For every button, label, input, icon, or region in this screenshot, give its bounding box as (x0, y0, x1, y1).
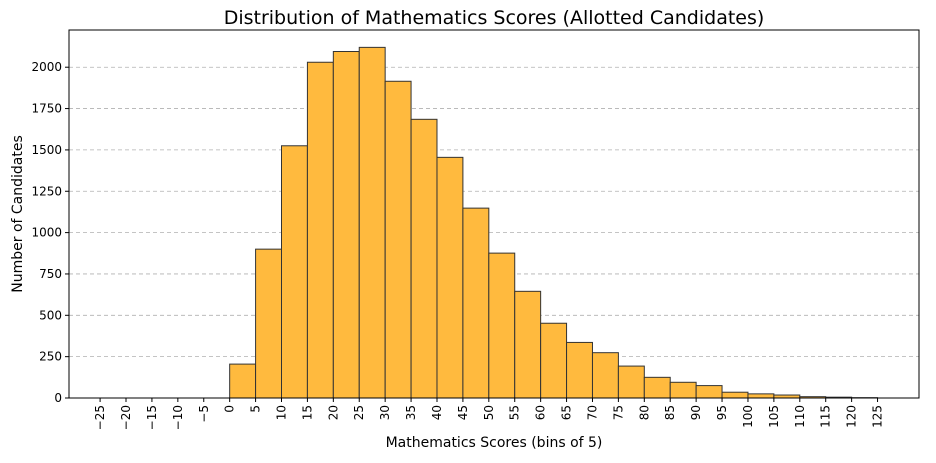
x-tick-label: −15 (145, 405, 159, 430)
bar (747, 393, 775, 399)
bar (695, 385, 723, 399)
x-tick-label: 85 (663, 405, 677, 420)
bar (358, 46, 386, 399)
x-tick-label: 90 (689, 405, 703, 420)
x-tick-label: 35 (404, 405, 418, 420)
bar (332, 51, 360, 399)
x-tick-label: 5 (249, 405, 263, 413)
x-tick-label: −10 (171, 405, 185, 430)
x-tick-label: 30 (378, 405, 392, 420)
plot-frame (68, 29, 920, 399)
y-tick-label: 0 (54, 391, 62, 405)
bar (255, 248, 283, 399)
x-tick-label: 25 (352, 405, 366, 420)
x-tick-label: 15 (300, 405, 314, 420)
grid-lines (69, 66, 919, 358)
bar (617, 365, 645, 399)
y-axis: 0 250 500 750 1000 1250 1500 1750 2000 (31, 60, 69, 405)
x-tick-label: 70 (585, 405, 599, 420)
x-tick-label: 75 (611, 405, 625, 420)
x-tick-label: 20 (326, 405, 340, 420)
x-tick-label: −20 (119, 405, 133, 430)
bars (229, 46, 879, 399)
y-tick-label: 1000 (31, 226, 62, 240)
bar (540, 322, 568, 399)
y-tick-label: 1250 (31, 184, 62, 198)
bar (488, 252, 516, 399)
x-tick-label: −5 (197, 405, 211, 423)
y-axis-label: Number of Candidates (10, 135, 26, 293)
x-axis: −25 −20 −15 −10 −5 0 5 10 15 20 25 30 35 40 45 50 55 60 65… (93, 398, 885, 430)
x-tick-label: 65 (560, 405, 574, 420)
bar (514, 290, 542, 399)
bar (410, 118, 438, 399)
x-tick-label: 40 (430, 405, 444, 420)
x-tick-label: 55 (508, 405, 522, 420)
x-tick-label: 0 (223, 405, 237, 413)
y-tick-label: 250 (39, 350, 62, 364)
x-tick-label: 60 (534, 405, 548, 420)
x-tick-label: −25 (93, 405, 107, 430)
bar (566, 341, 593, 399)
bar (306, 61, 334, 399)
y-tick-label: 2000 (31, 60, 62, 74)
bar (384, 80, 412, 399)
y-tick-label: 500 (39, 308, 62, 322)
bar (436, 156, 464, 399)
x-tick-label: 100 (741, 405, 755, 428)
x-tick-label: 80 (637, 405, 651, 420)
x-tick-label: 50 (482, 405, 496, 420)
x-tick-label: 10 (275, 405, 289, 420)
bar (229, 363, 257, 399)
x-axis-label: Mathematics Scores (bins of 5) (386, 435, 603, 451)
bar (462, 207, 490, 399)
bar (721, 391, 749, 399)
bar (643, 376, 671, 399)
y-tick-label: 750 (39, 267, 62, 281)
x-tick-label: 115 (819, 405, 833, 428)
x-tick-label: 95 (715, 405, 729, 420)
chart-title: Distribution of Mathematics Scores (Allo… (224, 7, 765, 29)
bar (591, 352, 619, 399)
bar (281, 145, 308, 399)
y-tick-label: 1750 (31, 102, 62, 116)
x-tick-label: 120 (845, 405, 859, 428)
x-tick-label: 110 (793, 405, 807, 428)
y-tick-label: 1500 (31, 143, 62, 157)
x-tick-label: 105 (767, 405, 781, 428)
bar (669, 381, 697, 399)
x-tick-label: 125 (871, 405, 885, 428)
x-tick-label: 45 (456, 405, 470, 420)
